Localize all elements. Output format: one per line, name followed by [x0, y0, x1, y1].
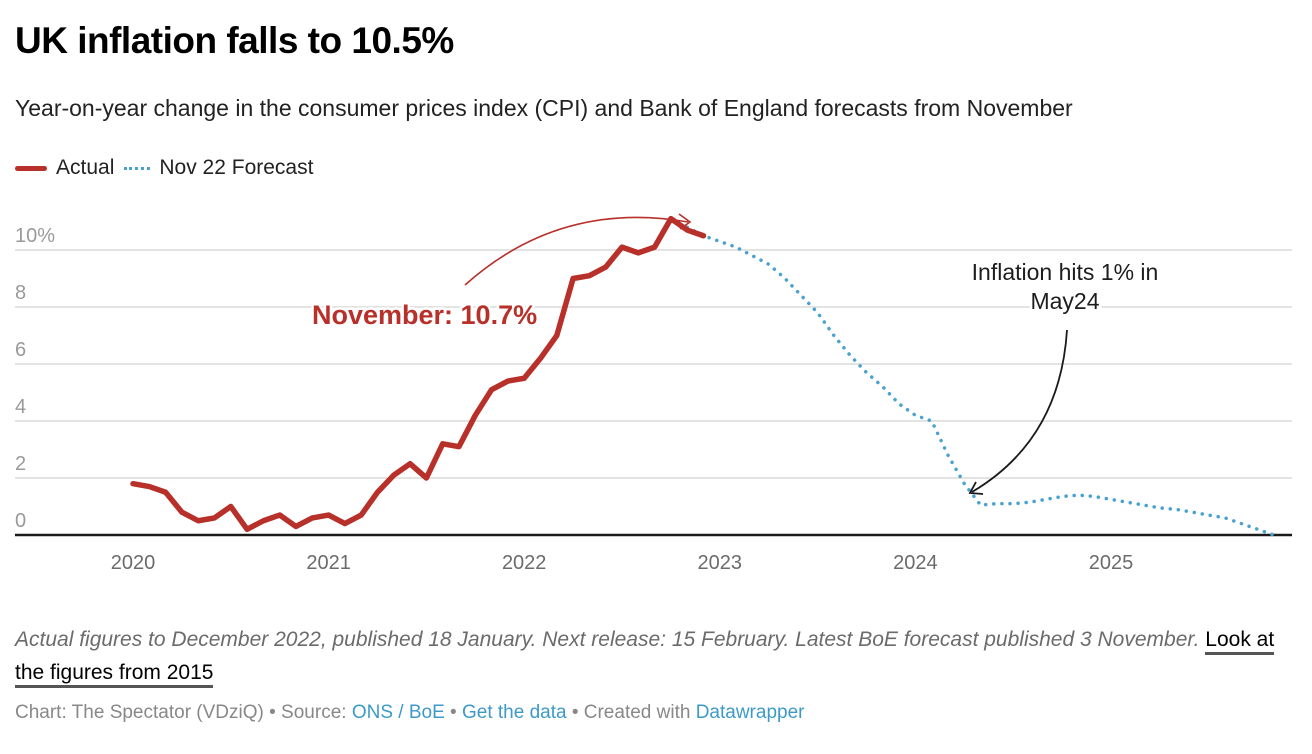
x-tick-label: 2022 — [502, 552, 547, 574]
y-tick-label: 8 — [15, 282, 26, 304]
annotation-may24-label: May24 — [1030, 288, 1099, 314]
annotation-november-label: November: 10.7% — [312, 300, 537, 330]
chart-title: UK inflation falls to 10.5% — [15, 20, 454, 61]
x-tick-label: 2025 — [1089, 552, 1134, 574]
source-link[interactable]: ONS / BoE — [351, 702, 445, 723]
x-axis-labels: 2020 2021 2022 2023 2024 2025 — [111, 552, 1134, 574]
x-tick-label: 2023 — [698, 552, 743, 574]
footer-notes: Actual figures to December 2022, publish… — [15, 623, 1275, 689]
byline-prefix: Chart: The Spectator (VDziQ) • Source: — [15, 702, 352, 723]
legend-label-actual: Actual — [56, 156, 115, 179]
series-group — [130, 215, 1276, 537]
series-line-actual — [130, 215, 707, 533]
y-tick-label: 0 — [15, 510, 26, 532]
y-axis-labels: 0 2 4 6 8 10% — [15, 225, 55, 532]
x-tick-label: 2021 — [306, 552, 351, 574]
annotations-group: November: 10.7% Inflation hits 1% in May24 — [310, 213, 1161, 495]
datawrapper-link[interactable]: Datawrapper — [695, 702, 805, 723]
x-tick-label: 2024 — [893, 552, 938, 574]
annotation-arrow-november — [464, 216, 689, 286]
legend-item-actual: Actual — [15, 156, 114, 180]
y-tick-label: 2 — [15, 453, 26, 475]
y-tick-label: 4 — [15, 396, 26, 418]
legend-swatch-actual — [15, 165, 47, 171]
annotation-may24-label: Inflation hits 1% in — [972, 259, 1159, 285]
byline-created: • Created with — [566, 702, 696, 723]
figures-2015-link[interactable]: Look at the figures from 2015 — [15, 628, 1275, 688]
get-data-link[interactable]: Get the data — [461, 702, 567, 723]
chart-subtitle: Year-on-year change in the consumer pric… — [15, 95, 1073, 121]
byline-sep: • — [444, 702, 462, 723]
legend-item-forecast: Nov 22 Forecast — [124, 156, 313, 180]
byline: Chart: The Spectator (VDziQ) • Source: O… — [15, 702, 804, 724]
x-tick-label: 2020 — [111, 552, 156, 574]
legend: Actual Nov 22 Forecast — [15, 156, 323, 180]
y-tick-label: 6 — [15, 339, 26, 361]
notes-text: Actual figures to December 2022, publish… — [15, 628, 1200, 651]
annotation-arrowhead-november — [678, 213, 692, 230]
y-tick-label: 10% — [15, 225, 55, 247]
annotation-arrowhead-may24 — [968, 481, 984, 495]
legend-swatch-forecast — [124, 166, 151, 170]
legend-label-forecast: Nov 22 Forecast — [159, 156, 314, 179]
annotation-arrow-may24 — [971, 329, 1068, 493]
line-chart: 0 2 4 6 8 10% 2020 2021 2022 2023 2024 2025 Novemb… — [15, 213, 1292, 574]
